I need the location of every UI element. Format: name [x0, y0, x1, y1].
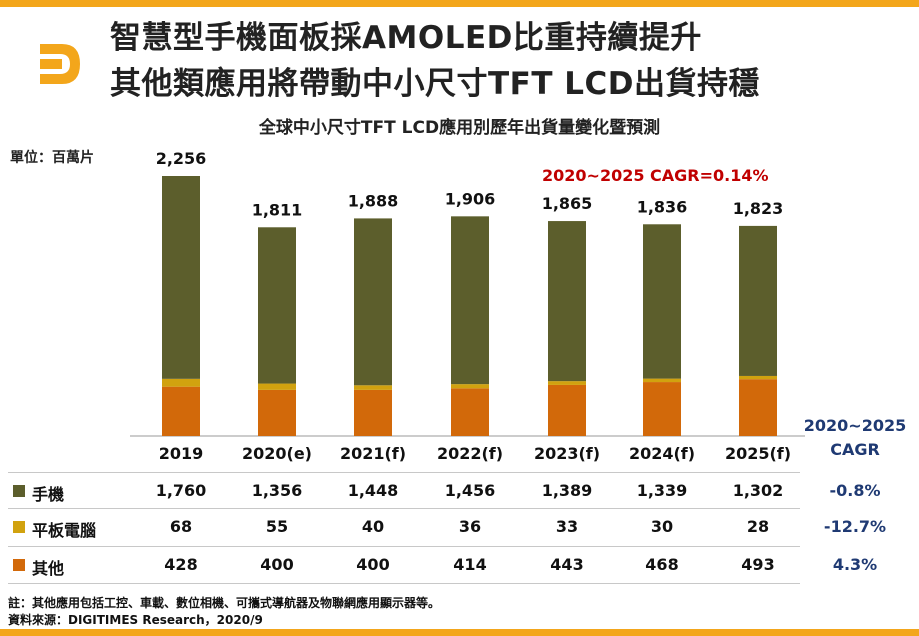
total-label-2022(f): 1,906: [445, 189, 496, 208]
total-label-2021(f): 1,888: [348, 191, 399, 210]
data-label-平板電腦-2021(f): 40: [361, 517, 385, 536]
data-label-手機-2021(f): 1,448: [347, 481, 399, 500]
data-label-平板電腦-2023(f): 33: [555, 517, 579, 536]
total-label-2020(e): 1,811: [252, 200, 303, 219]
bar-segment-手機-2022(f): [451, 216, 489, 385]
category-label-2022(f): 2022(f): [436, 444, 504, 463]
bar-segment-其他-2019: [162, 386, 200, 436]
total-label-2019: 2,256: [156, 149, 207, 168]
cagr-header-line2: CAGR: [830, 440, 880, 459]
cagr-header: 2020~2025 CAGR: [800, 414, 910, 462]
cagr-header-line1: 2020~2025: [803, 416, 907, 435]
data-label-手機-2025(f): 1,302: [732, 481, 784, 500]
category-label-2020(e): 2020(e): [241, 444, 312, 463]
bar-segment-平板電腦-2025(f): [739, 375, 777, 380]
data-label-其他-2020(e): 400: [260, 555, 294, 574]
category-label-2025(f): 2025(f): [724, 444, 792, 463]
data-label-其他-2024(f): 468: [645, 555, 679, 574]
data-label-手機-2022(f): 1,456: [444, 481, 496, 500]
category-label-2024(f): 2024(f): [628, 444, 696, 463]
table-row-divider: [8, 508, 800, 509]
series-label-手機: 手機: [32, 485, 65, 504]
bar-segment-手機-2019: [162, 176, 200, 379]
data-label-手機-2020(e): 1,356: [251, 481, 303, 500]
table-row-divider: [8, 472, 800, 473]
data-label-其他-2021(f): 400: [356, 555, 390, 574]
unit-label: 單位：百萬片: [10, 150, 94, 166]
bar-segment-平板電腦-2020(e): [258, 383, 296, 390]
legend-swatch-其他: [13, 559, 25, 571]
footnote-source: 資料來源：DIGITIMES Research，2020/9: [8, 613, 263, 627]
cagr-annotation: 2020~2025 CAGR=0.14%: [542, 166, 769, 185]
total-label-2023(f): 1,865: [542, 194, 593, 213]
data-label-其他-2025(f): 493: [741, 555, 775, 574]
footnote-note: 註：其他應用包括工控、車載、數位相機、可攜式導航器及物聯網應用顯示器等。: [8, 596, 441, 610]
bar-segment-平板電腦-2024(f): [643, 378, 681, 383]
data-label-平板電腦-2022(f): 36: [458, 517, 482, 536]
bottom-accent-bar: [0, 629, 919, 636]
category-label-2023(f): 2023(f): [533, 444, 601, 463]
bar-segment-平板電腦-2022(f): [451, 384, 489, 389]
chart-title: 全球中小尺寸TFT LCD應用別歷年出貨量變化暨預測: [258, 118, 661, 138]
data-label-手機-2019: 1,760: [155, 481, 207, 500]
bar-segment-手機-2021(f): [354, 218, 392, 386]
data-label-手機-2023(f): 1,389: [541, 481, 593, 500]
data-label-平板電腦-2025(f): 28: [746, 517, 770, 536]
data-label-平板電腦-2020(e): 55: [265, 517, 289, 536]
bar-segment-其他-2021(f): [354, 389, 392, 436]
top-accent-bar: [0, 0, 919, 7]
data-label-平板電腦-2019: 68: [169, 517, 193, 536]
legend-swatch-手機: [13, 485, 25, 497]
bar-segment-平板電腦-2023(f): [548, 381, 586, 385]
bar-segment-手機-2023(f): [548, 221, 586, 382]
category-label-2021(f): 2021(f): [339, 444, 407, 463]
data-label-其他-2019: 428: [164, 555, 198, 574]
data-label-其他-2022(f): 414: [453, 555, 487, 574]
bar-segment-其他-2023(f): [548, 384, 586, 436]
digitimes-d-logo-icon: [40, 44, 80, 84]
total-label-2024(f): 1,836: [637, 197, 688, 216]
page-title-line2: 其他類應用將帶動中小尺寸TFT LCD出貨持穩: [110, 66, 760, 102]
data-label-其他-2023(f): 443: [550, 555, 584, 574]
table-row-divider: [8, 546, 800, 547]
series-label-其他: 其他: [32, 559, 65, 578]
total-label-2025(f): 1,823: [733, 199, 784, 218]
series-label-平板電腦: 平板電腦: [32, 521, 97, 540]
bar-segment-平板電腦-2021(f): [354, 385, 392, 390]
data-label-平板電腦-2024(f): 30: [650, 517, 674, 536]
category-label-2019: 2019: [158, 444, 204, 463]
data-label-手機-2024(f): 1,339: [636, 481, 688, 500]
bar-segment-其他-2020(e): [258, 389, 296, 436]
legend-swatch-平板電腦: [13, 521, 25, 533]
bar-segment-其他-2025(f): [739, 379, 777, 436]
table-row-divider: [8, 583, 800, 584]
bar-segment-其他-2022(f): [451, 388, 489, 436]
page-title-line1: 智慧型手機面板採AMOLED比重持續提升: [110, 20, 702, 56]
bar-segment-平板電腦-2019: [162, 378, 200, 387]
bar-segment-手機-2024(f): [643, 224, 681, 379]
bar-segment-手機-2020(e): [258, 227, 296, 384]
cagr-value-平板電腦: -12.7%: [823, 517, 887, 536]
cagr-value-手機: -0.8%: [829, 481, 881, 500]
bar-segment-手機-2025(f): [739, 225, 777, 376]
cagr-value-其他: 4.3%: [832, 555, 878, 574]
bar-segment-其他-2024(f): [643, 382, 681, 436]
